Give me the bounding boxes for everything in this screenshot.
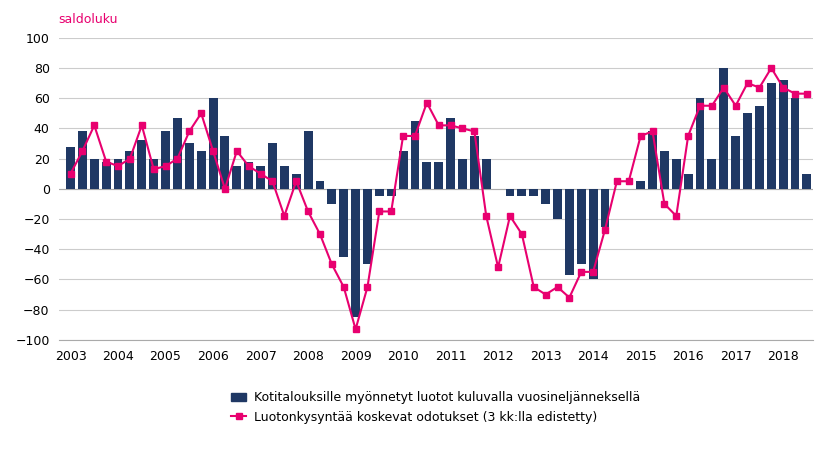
Bar [672, 159, 680, 189]
Bar [636, 181, 645, 189]
Bar [660, 151, 669, 189]
Bar [577, 189, 586, 264]
Bar [351, 189, 360, 317]
Bar [315, 181, 324, 189]
Bar [458, 159, 467, 189]
Bar [588, 189, 597, 279]
Bar [126, 151, 134, 189]
Bar [256, 166, 265, 189]
Bar [767, 83, 776, 189]
Bar [505, 189, 515, 196]
Bar [779, 80, 788, 189]
Bar [78, 131, 87, 189]
Bar [648, 131, 657, 189]
Bar [541, 189, 550, 204]
Bar [90, 159, 99, 189]
Bar [268, 143, 277, 189]
Bar [696, 98, 705, 189]
Bar [339, 189, 348, 257]
Bar [137, 141, 147, 189]
Bar [743, 113, 752, 189]
Bar [790, 98, 799, 189]
Bar [101, 161, 111, 189]
Legend: Kotitalouksille myönnetyt luotot kuluvalla vuosineljänneksellä, Luotonkysyntää k: Kotitalouksille myönnetyt luotot kuluval… [231, 391, 640, 424]
Bar [601, 189, 609, 227]
Bar [280, 166, 289, 189]
Bar [363, 189, 372, 264]
Bar [517, 189, 526, 196]
Bar [173, 118, 182, 189]
Bar [387, 189, 396, 196]
Bar [434, 161, 443, 189]
Bar [482, 159, 491, 189]
Bar [411, 121, 420, 189]
Text: saldoluku: saldoluku [59, 13, 118, 25]
Bar [244, 161, 253, 189]
Bar [66, 146, 75, 189]
Bar [446, 118, 455, 189]
Bar [149, 159, 158, 189]
Bar [755, 106, 764, 189]
Bar [732, 136, 740, 189]
Bar [375, 189, 384, 196]
Bar [161, 131, 170, 189]
Bar [220, 136, 230, 189]
Bar [232, 166, 241, 189]
Bar [114, 159, 122, 189]
Bar [707, 159, 716, 189]
Bar [422, 161, 432, 189]
Bar [303, 131, 313, 189]
Bar [399, 151, 407, 189]
Bar [553, 189, 562, 219]
Bar [565, 189, 574, 275]
Bar [530, 189, 538, 196]
Bar [292, 174, 301, 189]
Bar [803, 174, 811, 189]
Bar [328, 189, 336, 204]
Bar [719, 68, 728, 189]
Bar [197, 151, 205, 189]
Bar [684, 174, 692, 189]
Bar [209, 98, 218, 189]
Bar [470, 136, 478, 189]
Bar [185, 143, 194, 189]
